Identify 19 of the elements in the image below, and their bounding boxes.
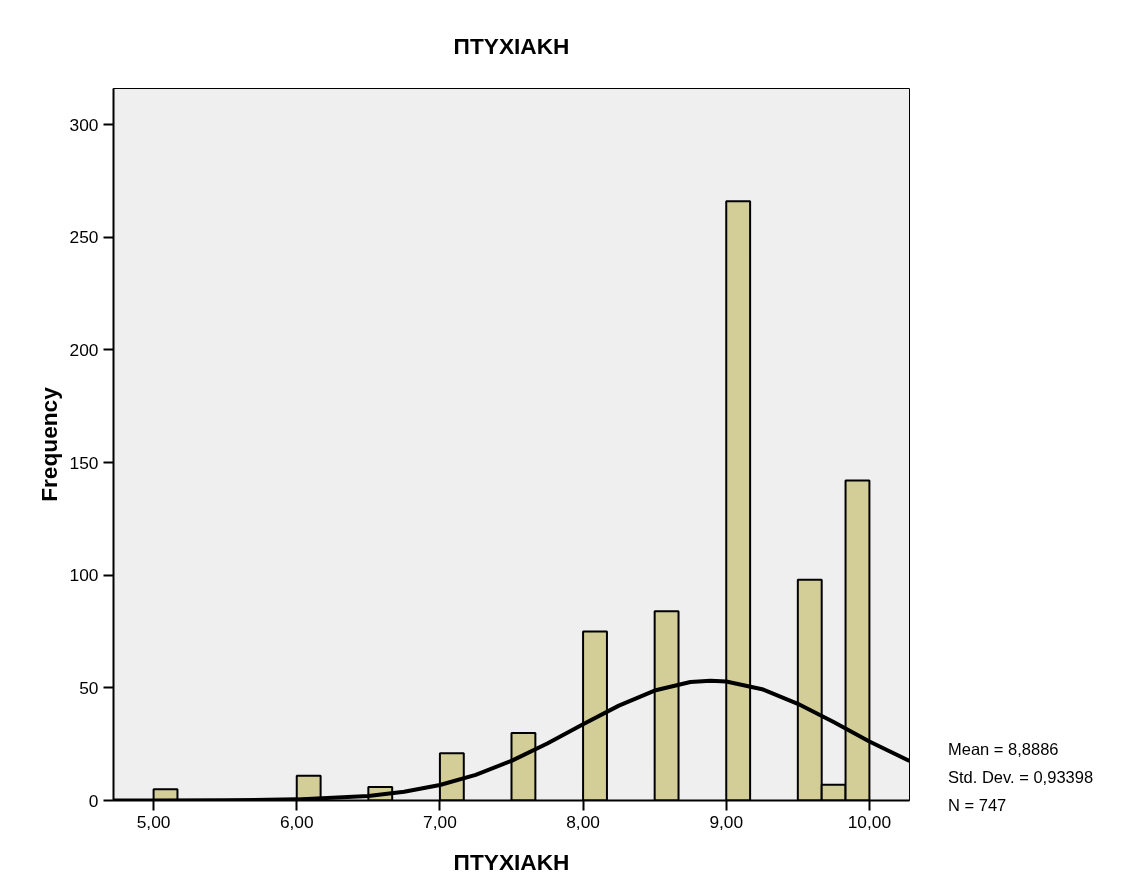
chart-title: ΠΤΥΧΙΑΚΗ: [453, 32, 570, 59]
x-tick-label: 10,00: [847, 811, 892, 832]
y-tick-label: 300: [69, 114, 99, 135]
x-tick-label: 6,00: [279, 811, 314, 832]
x-tick-label: 7,00: [423, 811, 457, 832]
text: N = 747: [948, 795, 1008, 816]
y-tick-label: 100: [69, 565, 99, 586]
y-tick-label: 250: [69, 227, 99, 248]
y-tick-label: 0: [88, 790, 99, 811]
x-axis-title: ΠΤΥΧΙΑΚΗ: [453, 848, 570, 875]
x-tick-label: 8,00: [566, 811, 600, 832]
x-tick-label: 5,00: [136, 811, 171, 832]
text: Std. Dev. = 0,93398: [948, 767, 1094, 788]
x-tick-label: 9,00: [709, 811, 744, 832]
y-tick-label: 50: [79, 677, 99, 698]
y-axis-title: Frequency: [35, 386, 62, 502]
y-tick-label: 150: [69, 452, 99, 473]
text: Mean = 8,8886: [948, 739, 1060, 760]
y-tick-label: 200: [69, 339, 99, 360]
